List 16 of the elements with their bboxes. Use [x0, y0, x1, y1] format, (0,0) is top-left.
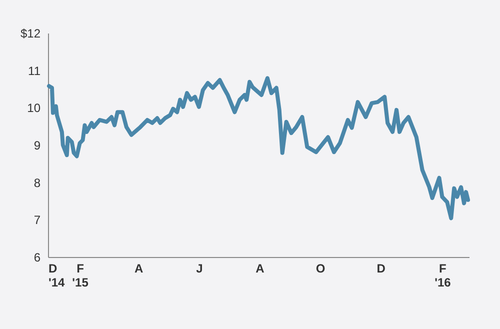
x-tick-label: D '14 [48, 262, 66, 290]
y-tick-label: $12 [20, 26, 41, 40]
x-tick-label: A [134, 262, 144, 276]
x-tick-label: D [376, 262, 386, 276]
x-tick-label: O [316, 262, 326, 276]
y-tick-label: 6 [34, 250, 41, 264]
y-tick-label: 9 [34, 138, 41, 152]
y-tick-label: 11 [28, 64, 41, 78]
x-tick-label: F '16 [434, 262, 452, 290]
x-tick-label: F '15 [72, 262, 89, 290]
y-tick-label: 7 [34, 213, 41, 228]
y-tick-label: 8 [34, 176, 41, 190]
line-series [46, 76, 470, 220]
y-tick-label: 10 [27, 101, 41, 116]
x-tick-label: A [256, 262, 265, 276]
x-tick-label: J [196, 262, 203, 276]
